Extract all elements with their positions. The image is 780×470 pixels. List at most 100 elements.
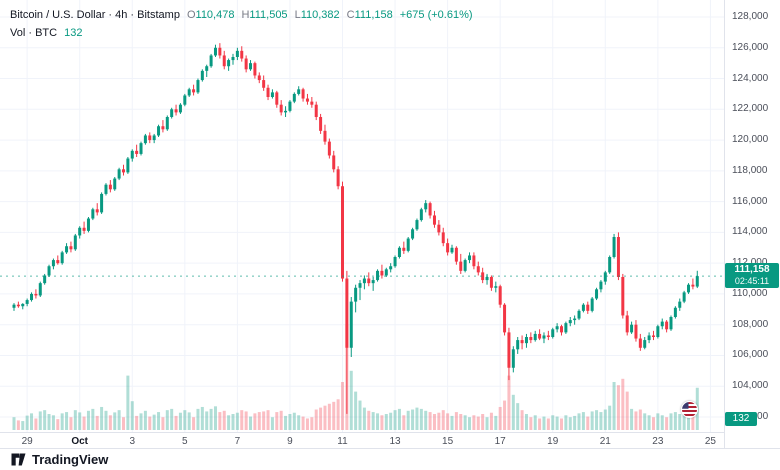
candle xyxy=(358,280,362,301)
candle xyxy=(590,297,594,313)
time-axis[interactable]: 29 Oct 3 5 7 9 11 13 15 17 19 21 23 25 xyxy=(0,433,724,448)
time-axis-label: 11 xyxy=(337,436,348,447)
candle xyxy=(450,244,454,254)
candle xyxy=(362,275,366,290)
candle xyxy=(691,278,695,290)
candle xyxy=(432,210,436,228)
candle xyxy=(568,317,572,327)
ohlc-low: L 110,382 xyxy=(294,9,340,21)
candle xyxy=(503,303,507,336)
candle xyxy=(656,324,660,339)
candle xyxy=(148,132,152,144)
candle xyxy=(262,75,266,91)
tradingview-wordmark: TradingView xyxy=(32,452,109,467)
time-axis-label: 19 xyxy=(547,436,559,447)
economic-event-flag-icon[interactable] xyxy=(681,401,698,418)
candle xyxy=(573,315,577,325)
candle xyxy=(12,303,16,311)
candle xyxy=(95,203,99,216)
candle xyxy=(86,217,90,233)
time-axis-label: 15 xyxy=(442,436,454,447)
candle xyxy=(695,270,699,289)
time-axis-label: 3 xyxy=(129,436,136,447)
candle xyxy=(30,292,34,302)
time-axis-label: Oct xyxy=(71,436,89,447)
candle xyxy=(595,287,599,301)
volume-value: 132 xyxy=(64,27,83,39)
price-axis-label: 104,000 xyxy=(732,380,769,392)
candle xyxy=(520,335,524,350)
candle xyxy=(638,333,642,351)
symbol-title[interactable]: Bitcoin / U.S. Dollar · 4h · Bitstamp xyxy=(10,9,180,21)
candle xyxy=(310,97,314,108)
candle xyxy=(56,255,60,265)
candle xyxy=(393,255,397,268)
candle xyxy=(612,233,616,259)
candle xyxy=(60,250,64,265)
candle xyxy=(253,61,257,79)
candle xyxy=(459,253,463,274)
candle xyxy=(560,324,563,336)
price-change: +675 (+0.61%) xyxy=(399,9,473,21)
candle xyxy=(275,90,279,108)
price-axis-label: 124,000 xyxy=(732,72,769,84)
candle xyxy=(100,192,104,214)
candle xyxy=(47,264,51,277)
volume-label[interactable]: Vol · BTC xyxy=(10,27,58,39)
candle xyxy=(463,258,467,273)
candle xyxy=(673,306,677,319)
candle xyxy=(222,50,226,70)
time-axis-label: 13 xyxy=(389,436,401,447)
candle xyxy=(126,157,130,174)
candle xyxy=(183,93,187,107)
candle xyxy=(69,241,73,253)
candle xyxy=(551,327,555,339)
candle xyxy=(468,252,472,264)
candle xyxy=(266,84,270,101)
candle xyxy=(647,332,651,344)
candle xyxy=(660,318,664,330)
candle xyxy=(616,232,620,281)
time-axis-divider xyxy=(0,432,780,433)
candle xyxy=(21,303,25,310)
candle xyxy=(441,227,445,247)
candle xyxy=(192,84,196,96)
time-axis-label: 5 xyxy=(182,436,188,447)
candle xyxy=(345,270,349,414)
candle xyxy=(235,47,239,61)
candle xyxy=(113,177,117,191)
candle xyxy=(682,290,686,304)
candle xyxy=(143,133,147,145)
price-axis[interactable]: 128,000 126,000 124,000 122,000 120,000 118,0… xyxy=(724,0,780,448)
candle xyxy=(687,283,691,294)
price-axis-label: 120,000 xyxy=(732,134,769,146)
candle xyxy=(170,107,174,119)
price-chart[interactable] xyxy=(0,0,724,432)
candle xyxy=(411,227,415,241)
candle xyxy=(187,87,191,97)
candle xyxy=(91,207,95,221)
candle xyxy=(305,93,309,105)
candle xyxy=(108,180,112,193)
candle xyxy=(625,310,629,336)
volume-axis-badge: 132 xyxy=(725,412,757,426)
candle xyxy=(104,183,108,196)
candle xyxy=(630,321,634,334)
candle xyxy=(481,267,485,284)
candle xyxy=(603,270,607,285)
candle xyxy=(397,246,401,259)
candle xyxy=(419,207,423,222)
candle xyxy=(327,138,331,159)
candle xyxy=(376,269,380,282)
candle xyxy=(507,327,511,381)
candle xyxy=(669,315,673,331)
time-axis-label: 25 xyxy=(704,436,716,447)
tradingview-logo[interactable]: TradingView xyxy=(10,451,108,468)
candle xyxy=(371,277,375,291)
candle xyxy=(428,201,432,219)
candle xyxy=(231,53,235,65)
candle xyxy=(284,106,288,117)
